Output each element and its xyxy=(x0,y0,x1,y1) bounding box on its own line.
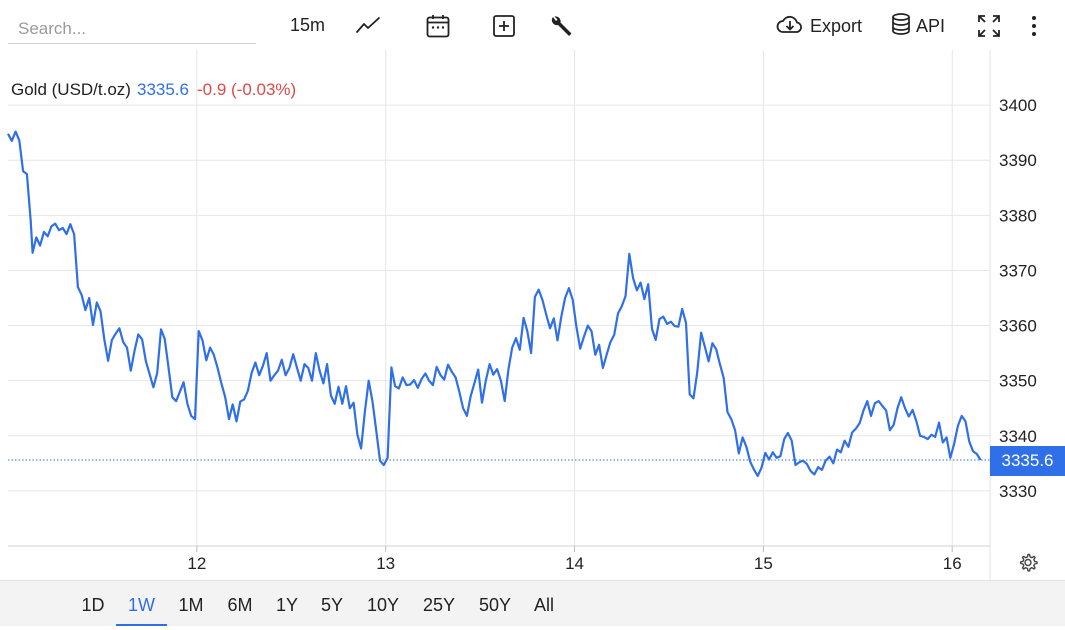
x-tick-label: 13 xyxy=(376,554,395,573)
export-label: Export xyxy=(810,15,863,36)
y-tick-label: 3330 xyxy=(999,482,1037,501)
interval-selector[interactable]: 15m xyxy=(290,15,326,35)
x-tick-label: 14 xyxy=(565,554,584,573)
more-vert-icon[interactable] xyxy=(1020,12,1048,40)
y-tick-label: 3370 xyxy=(999,261,1037,280)
wrench-icon[interactable] xyxy=(547,12,575,40)
y-tick-label: 3360 xyxy=(999,317,1037,336)
range-1w-button[interactable]: 1W xyxy=(116,581,167,626)
legend-instrument-name: Gold (USD/t.oz) xyxy=(11,80,131,99)
range-all-button[interactable]: All xyxy=(533,595,554,615)
range-10y-button[interactable]: 10Y xyxy=(366,595,400,615)
chart-tick-labels: 3330 3340 3350 3360 3370 3380 3390 3400 12 13 14 15… xyxy=(187,96,1036,573)
x-tick-label: 16 xyxy=(943,554,962,573)
calendar-icon[interactable] xyxy=(424,12,452,40)
range-1d-button[interactable]: 1D xyxy=(81,595,105,615)
api-button[interactable]: API xyxy=(890,12,945,40)
x-tick-label: 15 xyxy=(754,554,773,573)
price-chart[interactable]: 3330 3340 3350 3360 3370 3380 3390 3400 12 13 14 15… xyxy=(0,0,1065,580)
toolbar: 15m Export API xyxy=(0,0,1065,50)
database-icon xyxy=(890,12,912,41)
api-label: API xyxy=(916,15,946,36)
range-50y-button[interactable]: 50Y xyxy=(478,595,512,615)
range-25y-button[interactable]: 25Y xyxy=(422,595,456,615)
y-tick-label: 3380 xyxy=(999,206,1037,225)
range-1m-button[interactable]: 1M xyxy=(178,595,204,615)
y-tick-label: 3390 xyxy=(999,151,1037,170)
series-line-gold xyxy=(7,130,982,478)
range-6m-button[interactable]: 6M xyxy=(227,595,253,615)
chart-axes xyxy=(8,50,991,580)
range-5y-button[interactable]: 5Y xyxy=(320,595,344,615)
last-price-tag: 3335.6 xyxy=(990,446,1065,476)
range-1y-button[interactable]: 1Y xyxy=(275,595,299,615)
search-input[interactable] xyxy=(8,14,256,44)
y-tick-label: 3340 xyxy=(999,427,1037,446)
chart-grid xyxy=(8,50,990,546)
range-selector: 1D 1W 1M 6M 1Y 5Y 10Y 25Y 50Y All xyxy=(0,580,1065,626)
y-tick-label: 3400 xyxy=(999,96,1037,115)
x-tick-label: 12 xyxy=(187,554,206,573)
legend-change: -0.9 (-0.03%) xyxy=(196,80,297,99)
line-chart-icon[interactable] xyxy=(354,12,382,40)
fullscreen-icon[interactable] xyxy=(975,12,1003,40)
legend-price: 3335.6 xyxy=(136,80,189,99)
cloud-download-icon xyxy=(776,13,804,40)
gear-icon[interactable] xyxy=(1016,552,1040,576)
y-tick-label: 3350 xyxy=(999,372,1037,391)
export-button[interactable]: Export xyxy=(776,12,862,40)
add-indicator-icon[interactable] xyxy=(490,12,518,40)
chart-legend: Gold (USD/t.oz) 3335.6 -0.9 (-0.03%) xyxy=(11,80,296,100)
